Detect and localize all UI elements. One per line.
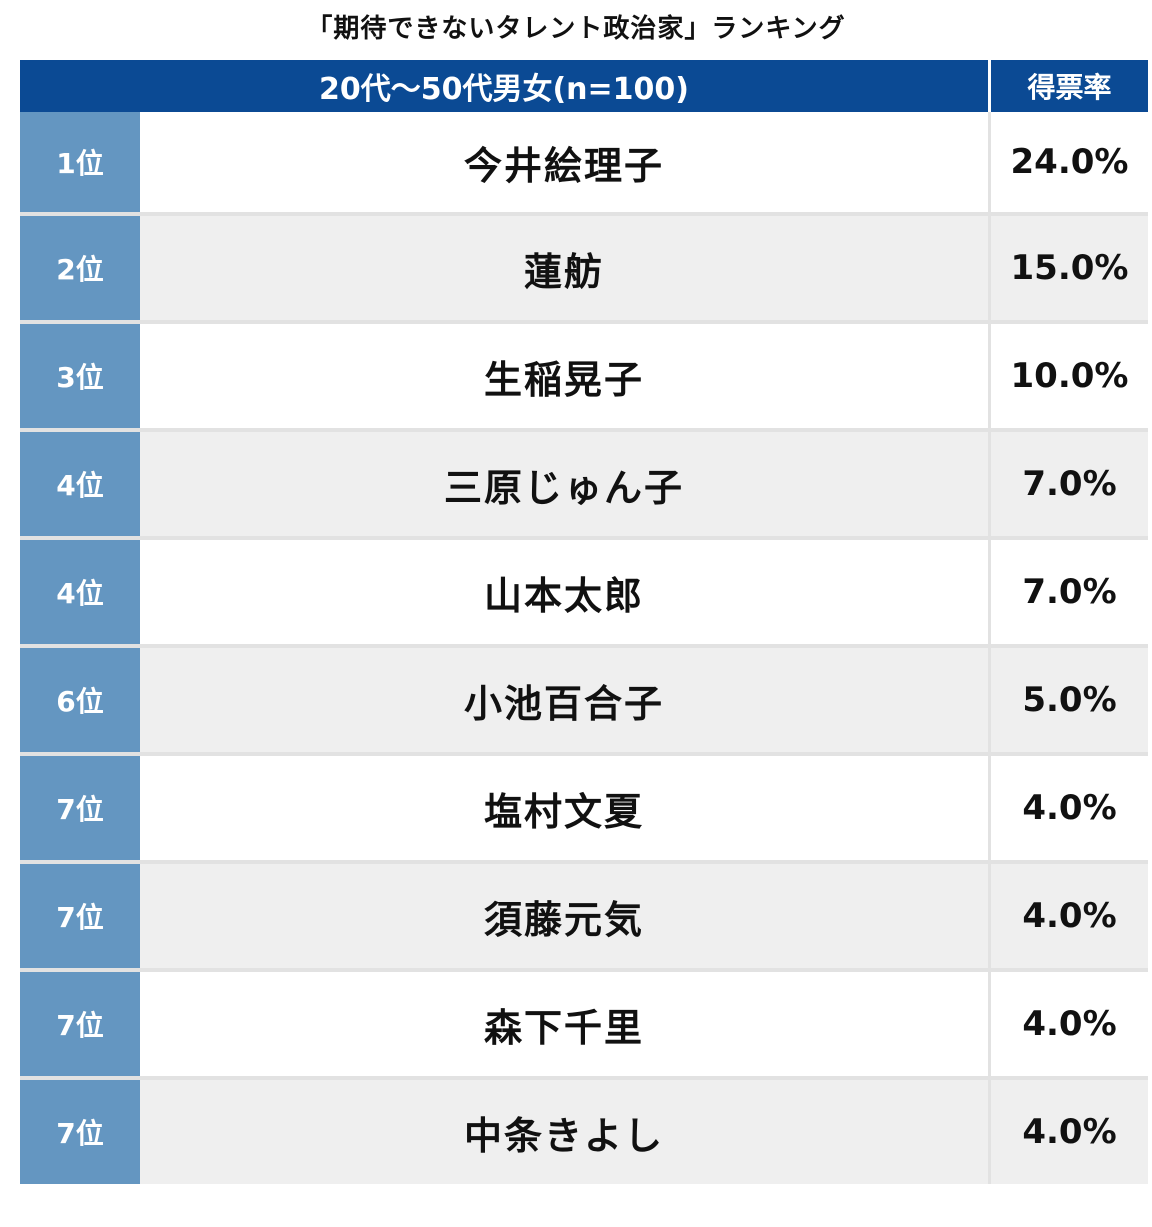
- rate-cell: 24.0%: [991, 112, 1148, 212]
- table-row: 7位 塩村文夏 4.0%: [20, 752, 1148, 860]
- rate-cell: 7.0%: [991, 540, 1148, 644]
- table-row: 1位 今井絵理子 24.0%: [20, 112, 1148, 212]
- chart-title: 「期待できないタレント政治家」ランキング: [306, 14, 846, 44]
- header-group-label: 20代〜50代男女(n=100): [318, 72, 690, 107]
- rank-cell: 3位: [20, 324, 140, 428]
- table-row: 3位 生稲晃子 10.0%: [20, 320, 1148, 428]
- table-row: 6位 小池百合子 5.0%: [20, 644, 1148, 752]
- table-row: 2位 蓮舫 15.0%: [20, 212, 1148, 320]
- rank-cell: 7位: [20, 864, 140, 968]
- rate-cell: 4.0%: [991, 864, 1148, 968]
- column-divider: [988, 324, 991, 428]
- column-divider: [988, 972, 991, 1076]
- rate-cell: 5.0%: [991, 648, 1148, 752]
- table-header: 20代〜50代男女(n=100) 得票率: [20, 60, 1148, 112]
- header-rate-label: 得票率: [1027, 71, 1112, 104]
- rank-cell: 6位: [20, 648, 140, 752]
- table-row: 7位 中条きよし 4.0%: [20, 1076, 1148, 1184]
- rate-cell: 4.0%: [991, 972, 1148, 1076]
- table-row: 4位 三原じゅん子 7.0%: [20, 428, 1148, 536]
- name-cell: 中条きよし: [140, 1080, 988, 1184]
- name-cell: 今井絵理子: [140, 112, 988, 212]
- rate-cell: 4.0%: [991, 756, 1148, 860]
- name-cell: 山本太郎: [140, 540, 988, 644]
- rank-cell: 7位: [20, 756, 140, 860]
- column-divider: [988, 864, 991, 968]
- rate-cell: 4.0%: [991, 1080, 1148, 1184]
- table-body: 1位 今井絵理子 24.0% 2位 蓮舫 15.0% 3位 生稲晃子 10.0% 4位 三原じゅん子…: [20, 112, 1148, 1184]
- table-row: 4位 山本太郎 7.0%: [20, 536, 1148, 644]
- rank-cell: 7位: [20, 1080, 140, 1184]
- rate-cell: 15.0%: [991, 216, 1148, 320]
- column-divider: [988, 112, 991, 212]
- rank-cell: 1位: [20, 112, 140, 212]
- rank-cell: 7位: [20, 972, 140, 1076]
- name-cell: 三原じゅん子: [140, 432, 988, 536]
- table-row: 7位 須藤元気 4.0%: [20, 860, 1148, 968]
- column-divider: [988, 216, 991, 320]
- rank-cell: 4位: [20, 432, 140, 536]
- name-cell: 須藤元気: [140, 864, 988, 968]
- rate-cell: 10.0%: [991, 324, 1148, 428]
- name-cell: 塩村文夏: [140, 756, 988, 860]
- name-cell: 生稲晃子: [140, 324, 988, 428]
- column-divider: [988, 756, 991, 860]
- name-cell: 小池百合子: [140, 648, 988, 752]
- rate-cell: 7.0%: [991, 432, 1148, 536]
- name-cell: 森下千里: [140, 972, 988, 1076]
- name-cell: 蓮舫: [140, 216, 988, 320]
- table-row: 7位 森下千里 4.0%: [20, 968, 1148, 1076]
- header-divider: [988, 60, 991, 112]
- column-divider: [988, 540, 991, 644]
- column-divider: [988, 648, 991, 752]
- column-divider: [988, 1080, 991, 1184]
- column-divider: [988, 432, 991, 536]
- rank-cell: 4位: [20, 540, 140, 644]
- ranking-table: 20代〜50代男女(n=100) 得票率 1位 今井絵理子 24.0% 2位 蓮舫 15.…: [20, 60, 1148, 1184]
- rank-cell: 2位: [20, 216, 140, 320]
